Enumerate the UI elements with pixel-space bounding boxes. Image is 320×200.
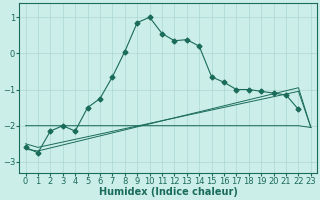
X-axis label: Humidex (Indice chaleur): Humidex (Indice chaleur) — [99, 187, 238, 197]
